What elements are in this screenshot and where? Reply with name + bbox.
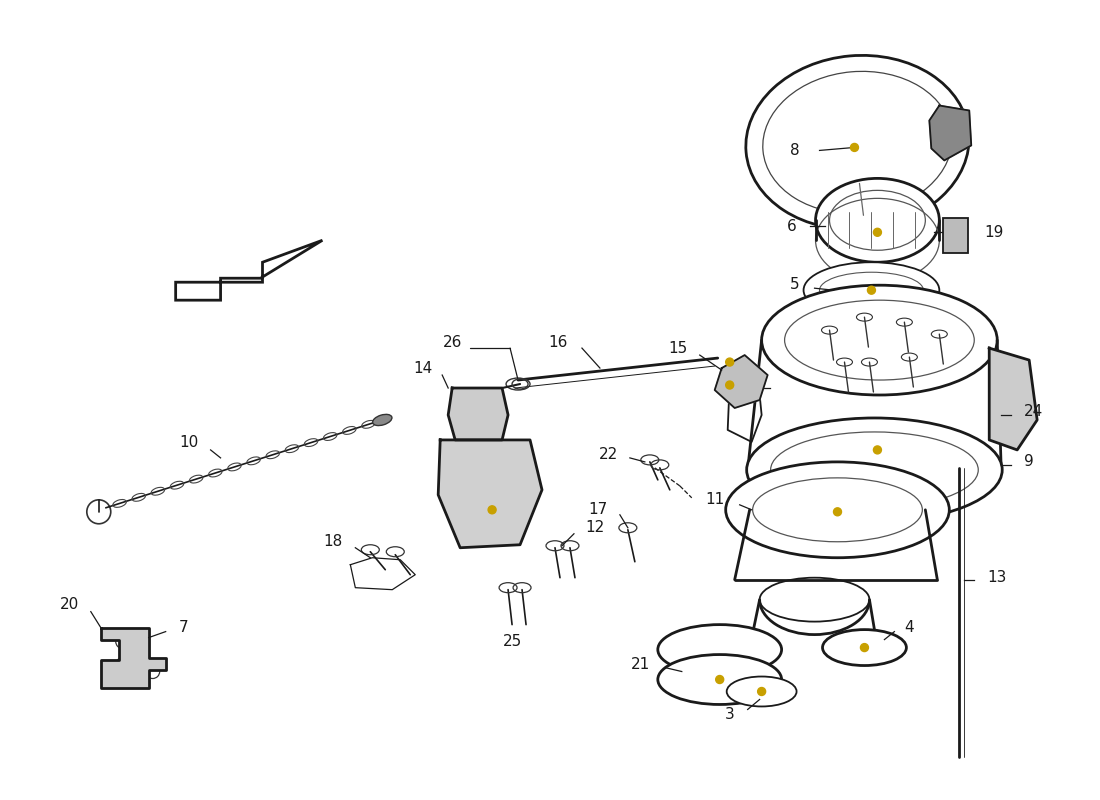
Polygon shape bbox=[101, 628, 166, 687]
Circle shape bbox=[860, 643, 868, 651]
Polygon shape bbox=[176, 240, 322, 300]
Ellipse shape bbox=[726, 462, 949, 558]
Circle shape bbox=[464, 396, 492, 424]
Polygon shape bbox=[438, 440, 542, 548]
Circle shape bbox=[834, 508, 842, 516]
Text: 21: 21 bbox=[630, 657, 650, 672]
Text: 24: 24 bbox=[1024, 405, 1044, 419]
Ellipse shape bbox=[815, 178, 939, 262]
Text: 9: 9 bbox=[1024, 454, 1034, 470]
Text: 7: 7 bbox=[178, 620, 188, 635]
Circle shape bbox=[873, 228, 881, 236]
Text: 6: 6 bbox=[786, 219, 796, 234]
Ellipse shape bbox=[804, 262, 939, 318]
Text: 22: 22 bbox=[598, 447, 618, 462]
Circle shape bbox=[758, 687, 766, 695]
Text: 15: 15 bbox=[669, 341, 688, 355]
Circle shape bbox=[868, 286, 876, 294]
Ellipse shape bbox=[658, 625, 782, 674]
Circle shape bbox=[716, 675, 724, 683]
Ellipse shape bbox=[746, 55, 969, 230]
Ellipse shape bbox=[823, 630, 906, 666]
Text: 11: 11 bbox=[705, 492, 725, 507]
Text: 26: 26 bbox=[443, 334, 462, 350]
Text: 4: 4 bbox=[904, 620, 914, 635]
Ellipse shape bbox=[761, 285, 998, 395]
Text: 17: 17 bbox=[588, 502, 608, 518]
Text: 10: 10 bbox=[179, 435, 199, 450]
Text: 18: 18 bbox=[323, 534, 342, 550]
Polygon shape bbox=[715, 355, 768, 408]
FancyBboxPatch shape bbox=[944, 218, 968, 254]
Text: 25: 25 bbox=[503, 634, 521, 649]
Polygon shape bbox=[448, 388, 508, 440]
Polygon shape bbox=[930, 106, 971, 161]
Text: 19: 19 bbox=[984, 225, 1003, 240]
Ellipse shape bbox=[747, 418, 1002, 522]
Circle shape bbox=[726, 358, 734, 366]
Text: 14: 14 bbox=[412, 361, 432, 375]
Circle shape bbox=[488, 506, 496, 514]
Text: 5: 5 bbox=[790, 277, 800, 292]
Ellipse shape bbox=[373, 414, 392, 426]
Text: 20: 20 bbox=[59, 597, 79, 612]
Text: 8: 8 bbox=[790, 143, 800, 158]
Text: 23: 23 bbox=[718, 378, 738, 393]
Ellipse shape bbox=[727, 677, 796, 706]
Polygon shape bbox=[989, 348, 1037, 450]
Circle shape bbox=[850, 143, 858, 151]
Circle shape bbox=[873, 446, 881, 454]
Ellipse shape bbox=[658, 654, 782, 705]
Text: 3: 3 bbox=[725, 707, 735, 722]
Circle shape bbox=[726, 381, 734, 389]
Text: 16: 16 bbox=[549, 334, 568, 350]
Text: 13: 13 bbox=[987, 570, 1007, 585]
Text: 12: 12 bbox=[585, 520, 604, 535]
